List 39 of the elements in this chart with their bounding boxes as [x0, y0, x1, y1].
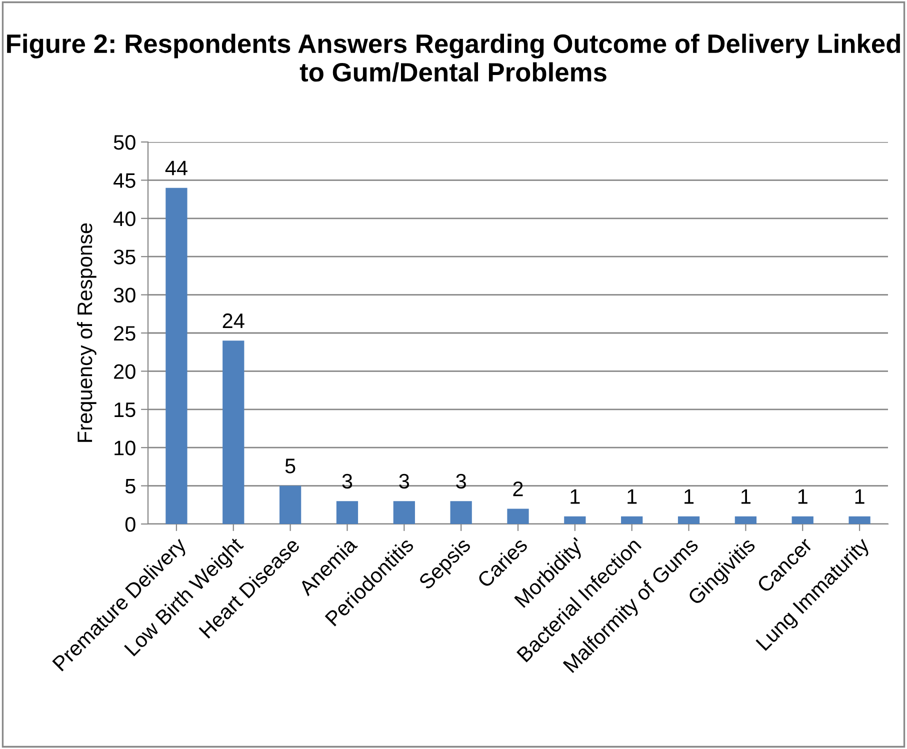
y-tick-label: 50 [114, 135, 136, 150]
y-tick-label: 20 [114, 364, 136, 379]
y-tick-label: 45 [114, 173, 136, 188]
bar [450, 501, 472, 524]
y-tick-label: 30 [114, 288, 136, 303]
data-label: 1 [628, 489, 637, 504]
y-tick-label: 40 [114, 211, 136, 226]
bar [279, 486, 302, 524]
bar [792, 516, 814, 524]
y-tick-label: 10 [114, 440, 136, 456]
data-label: 3 [342, 474, 352, 489]
bar [222, 340, 244, 524]
bar [166, 188, 188, 524]
y-tick-label: 15 [114, 402, 136, 418]
data-label: 1 [798, 489, 808, 504]
data-label: 5 [285, 458, 296, 474]
bar [393, 501, 415, 524]
data-label: 1 [741, 489, 750, 504]
bar [621, 516, 643, 524]
bar [678, 516, 700, 524]
data-label: 1 [570, 489, 580, 504]
data-label: 1 [855, 489, 864, 504]
bar [848, 516, 870, 524]
data-label: 2 [513, 482, 523, 496]
data-label: 3 [456, 474, 466, 489]
data-label: 44 [165, 160, 188, 176]
bar [336, 501, 358, 524]
y-tick-label: 0 [125, 517, 136, 532]
bar [564, 516, 586, 524]
bar [734, 516, 757, 524]
data-label: 1 [684, 489, 694, 504]
data-label: 24 [222, 313, 244, 328]
data-label: 3 [399, 474, 410, 489]
chart-title: Figure 2: Respondents Answers Regarding Outcome of Delivery Linked to Gum/Dental Problems [7, 34, 900, 82]
y-tick-label: 35 [114, 250, 136, 264]
bar [507, 508, 529, 524]
y-axis-title: Frequency of Response [76, 223, 96, 442]
y-tick-label: 5 [125, 479, 136, 494]
y-tick-label: 25 [114, 326, 136, 341]
